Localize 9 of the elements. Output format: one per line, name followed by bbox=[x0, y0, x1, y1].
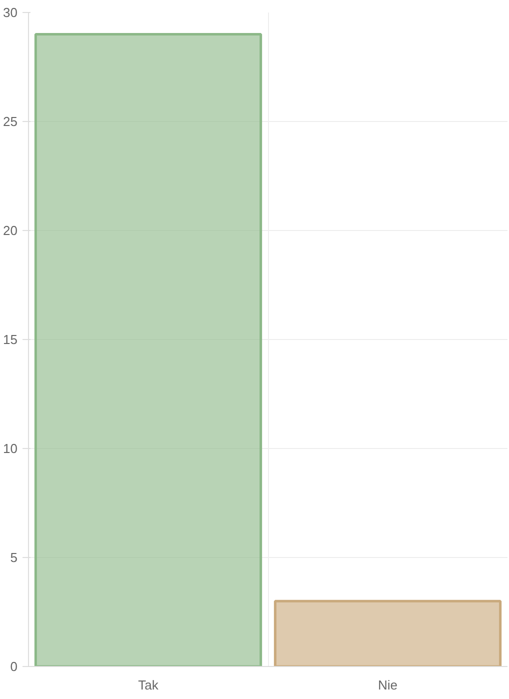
y-tick-label: 25 bbox=[3, 114, 18, 129]
y-tick-label: 20 bbox=[3, 223, 18, 238]
y-tick-label: 30 bbox=[3, 5, 18, 20]
y-tick-label: 0 bbox=[10, 659, 18, 674]
x-tick-label: Nie bbox=[378, 678, 398, 692]
y-tick-label: 5 bbox=[10, 550, 18, 565]
x-tick-label: Tak bbox=[138, 678, 159, 692]
y-tick-label: 15 bbox=[3, 332, 18, 347]
y-tick-label: 10 bbox=[3, 441, 18, 456]
